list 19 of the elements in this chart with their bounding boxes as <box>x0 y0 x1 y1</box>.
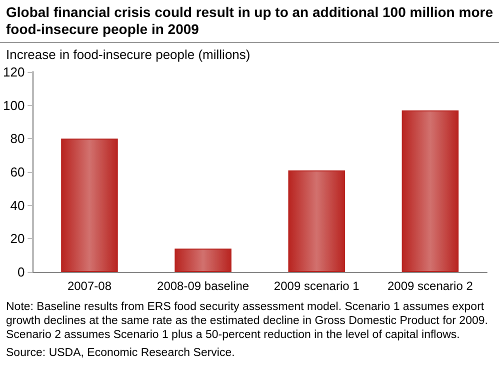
y-tick-label: 20 <box>10 231 25 246</box>
y-tick-label: 0 <box>17 264 25 280</box>
source-note: Source: USDA, Economic Research Service. <box>5 346 236 360</box>
y-tick-label: 60 <box>10 164 25 180</box>
bar <box>174 248 232 272</box>
x-tick-label: 2009 scenario 1 <box>274 279 360 293</box>
x-tick-label: 2007-08 <box>67 279 112 293</box>
y-tick-label: 120 <box>2 64 25 80</box>
x-tick-label: 2008-09 baseline <box>157 279 250 293</box>
y-axis-title: Increase in food-insecure people (millions) <box>5 46 252 62</box>
bar <box>61 138 118 272</box>
bar <box>288 170 346 272</box>
chart-title: Global financial crisis could result in up to an additional 100 million more food-insecure people in 2009 <box>0 0 499 43</box>
y-tick-label: 80 <box>10 131 25 146</box>
bar <box>402 110 459 272</box>
text: Note: Baseline results from ERS food security assessment model. Scenario 1 assumes export growth declines at the same rate as the estimated decline in Gross Domestic Product for 2009. Scenario 2 assumes Scenario 1 plus a 50-percent reduction in the level of capital inflows. <box>5 300 489 343</box>
x-tick-label: 2009 scenario 2 <box>388 279 474 293</box>
y-tick-label: 40 <box>10 198 25 213</box>
y-tick-label: 100 <box>2 98 25 113</box>
